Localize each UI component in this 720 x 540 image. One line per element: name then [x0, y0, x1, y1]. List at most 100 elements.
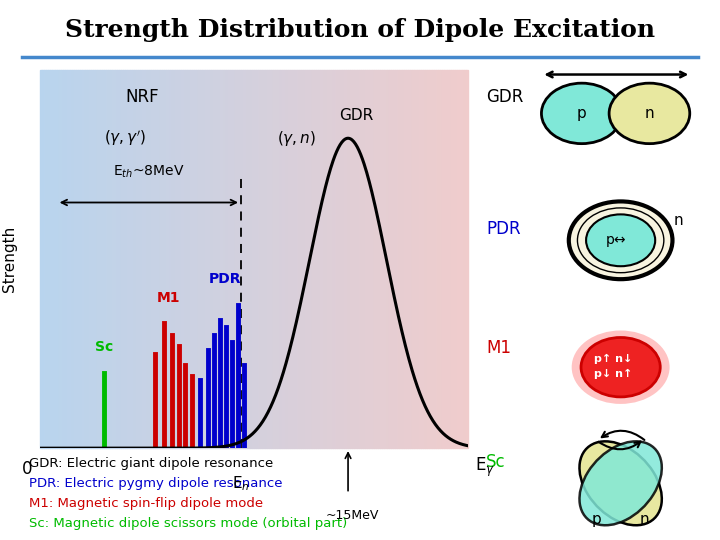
Text: p: p	[591, 512, 601, 527]
Bar	[271, 70, 273, 448]
Bar	[436, 70, 438, 448]
Text: ~15MeV: ~15MeV	[325, 509, 379, 522]
Bar	[202, 70, 204, 448]
Bar	[134, 70, 136, 448]
Text: M1: M1	[156, 291, 180, 305]
Bar	[397, 70, 400, 448]
Text: GDR: GDR	[340, 108, 374, 123]
Bar	[132, 70, 134, 448]
Bar	[196, 70, 198, 448]
Bar	[89, 70, 91, 448]
Bar	[312, 70, 314, 448]
Bar	[192, 70, 194, 448]
Bar	[425, 70, 427, 448]
Bar	[127, 70, 130, 448]
Bar	[374, 70, 376, 448]
Text: GDR: GDR	[486, 88, 523, 106]
Bar	[237, 70, 239, 448]
Bar	[359, 70, 361, 448]
Bar	[230, 70, 233, 448]
Bar	[57, 70, 59, 448]
Bar	[282, 70, 284, 448]
Bar	[449, 70, 451, 448]
Bar	[376, 70, 378, 448]
Ellipse shape	[580, 441, 662, 525]
Bar	[294, 70, 297, 448]
Bar	[253, 70, 256, 448]
Bar	[453, 70, 455, 448]
Bar	[156, 70, 158, 448]
Bar	[264, 70, 266, 448]
Bar	[207, 70, 209, 448]
Text: n: n	[639, 512, 649, 527]
Bar	[415, 70, 417, 448]
Bar	[241, 70, 243, 448]
Bar	[63, 70, 66, 448]
Bar	[431, 70, 433, 448]
Text: E$_\gamma$: E$_\gamma$	[475, 456, 495, 478]
Bar	[346, 70, 348, 448]
Bar	[125, 70, 127, 448]
Bar	[413, 70, 415, 448]
Bar	[204, 70, 207, 448]
Bar	[84, 70, 86, 448]
Bar	[391, 70, 393, 448]
Bar	[400, 70, 402, 448]
Bar	[46, 70, 48, 448]
Bar	[110, 70, 112, 448]
Bar	[316, 70, 318, 448]
Bar	[183, 70, 185, 448]
Bar	[108, 70, 110, 448]
Text: Sc: Sc	[486, 453, 505, 471]
Bar	[323, 70, 325, 448]
Bar	[235, 70, 237, 448]
Bar	[117, 70, 119, 448]
Bar	[325, 70, 327, 448]
Bar	[209, 70, 211, 448]
Text: PDR: Electric pygmy dipole resonance: PDR: Electric pygmy dipole resonance	[29, 477, 282, 490]
Bar	[256, 70, 258, 448]
Bar	[410, 70, 413, 448]
Text: M1: Magnetic spin-flip dipole mode: M1: Magnetic spin-flip dipole mode	[29, 497, 263, 510]
Bar	[297, 70, 299, 448]
Text: n: n	[644, 106, 654, 121]
Text: Strength: Strength	[2, 226, 17, 292]
Bar	[288, 70, 290, 448]
Bar	[246, 70, 248, 448]
Bar	[243, 70, 246, 448]
Bar	[363, 70, 365, 448]
Text: Strength Distribution of Dipole Excitation: Strength Distribution of Dipole Excitati…	[65, 18, 655, 42]
Text: PDR: PDR	[208, 272, 241, 286]
Bar	[140, 70, 143, 448]
Bar	[350, 70, 352, 448]
Bar	[331, 70, 333, 448]
Bar	[250, 70, 252, 448]
Text: E$_{th}$~8MeV: E$_{th}$~8MeV	[113, 164, 184, 180]
Bar	[174, 70, 176, 448]
Bar	[224, 70, 226, 448]
Bar	[340, 70, 341, 448]
Bar	[336, 70, 338, 448]
Bar	[222, 70, 224, 448]
Bar	[408, 70, 410, 448]
Bar	[279, 70, 282, 448]
Bar	[327, 70, 329, 448]
Bar	[162, 70, 164, 448]
Bar	[97, 70, 99, 448]
Bar	[438, 70, 440, 448]
Circle shape	[541, 83, 622, 144]
Bar	[427, 70, 429, 448]
Bar	[76, 70, 78, 448]
Bar	[286, 70, 288, 448]
Text: Sc: Magnetic dipole scissors mode (orbital part): Sc: Magnetic dipole scissors mode (orbit…	[29, 517, 347, 530]
Bar	[365, 70, 367, 448]
Bar	[233, 70, 235, 448]
Bar	[406, 70, 408, 448]
Bar	[112, 70, 114, 448]
Bar	[260, 70, 262, 448]
Bar	[228, 70, 230, 448]
Bar	[68, 70, 70, 448]
Bar	[145, 70, 147, 448]
Bar	[74, 70, 76, 448]
Bar	[252, 70, 253, 448]
